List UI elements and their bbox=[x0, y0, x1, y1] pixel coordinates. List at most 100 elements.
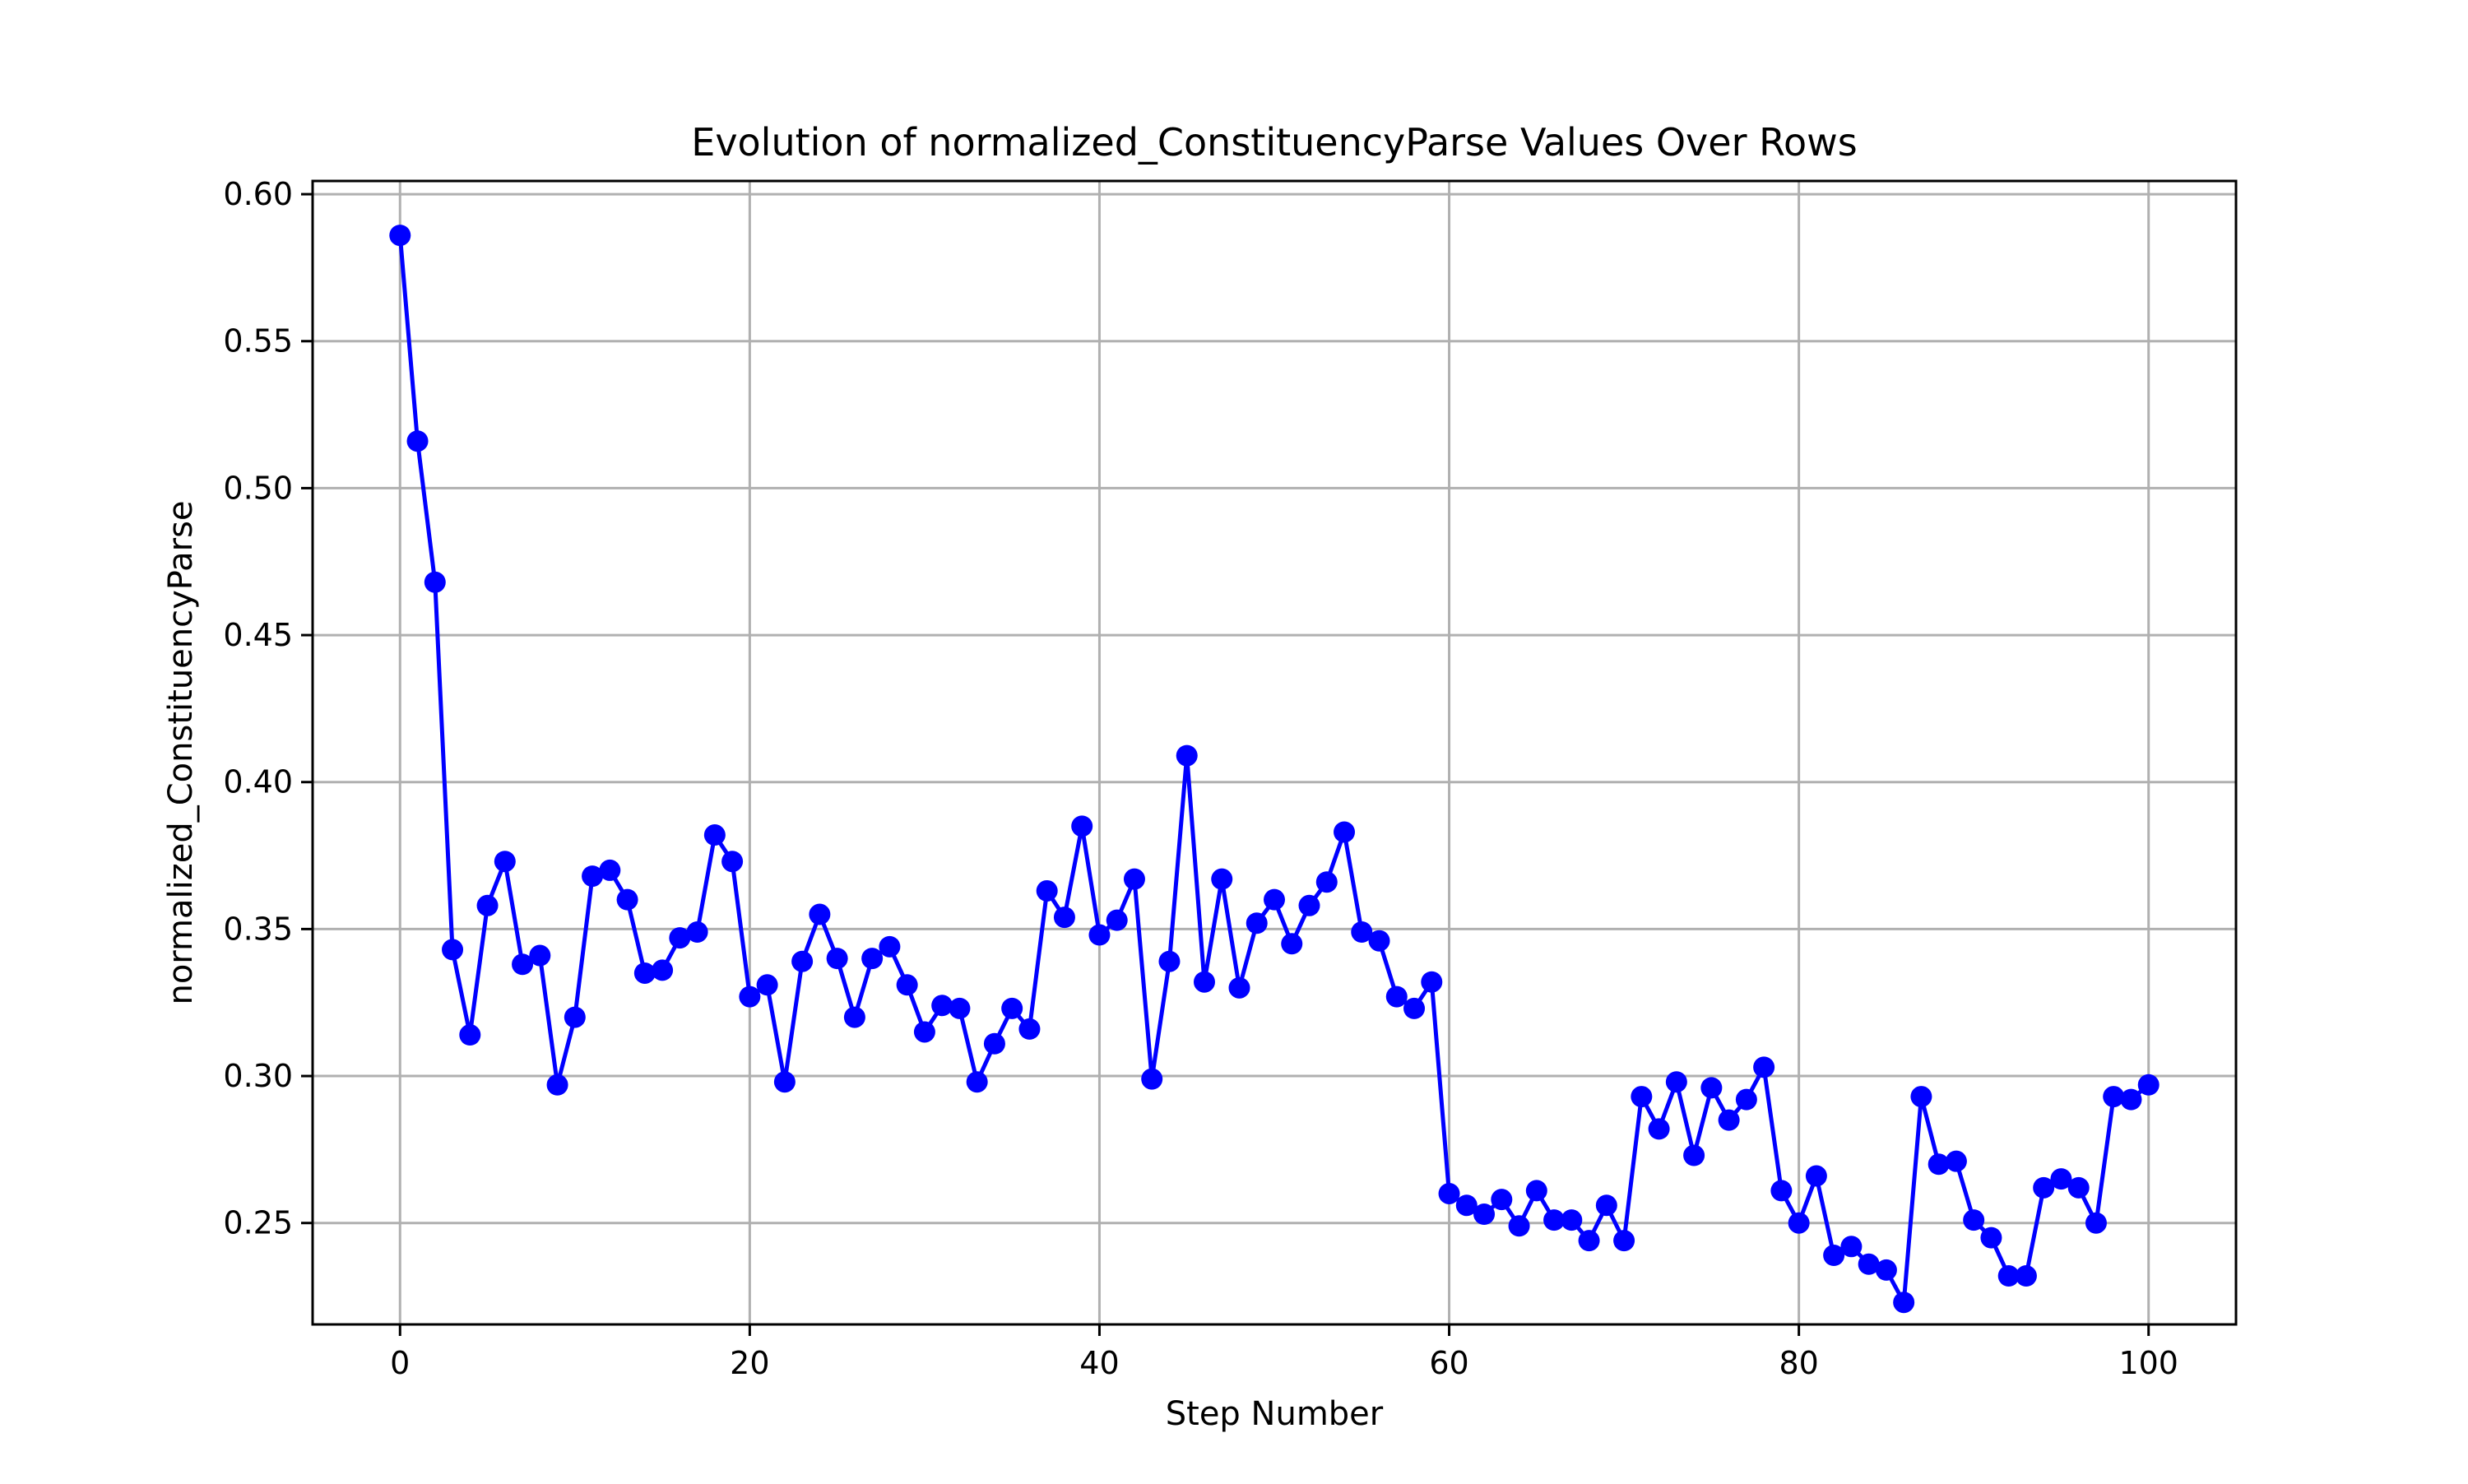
data-point bbox=[2103, 1086, 2125, 1108]
plot-frame bbox=[311, 179, 2238, 1326]
axis-ticks: 0 20 40 60 80 100 0.25 0.30 0.35 0.40 0.45 0.50 0.55… bbox=[223, 176, 2178, 1381]
data-point bbox=[1595, 1194, 1617, 1217]
data-point bbox=[406, 430, 429, 452]
data-point bbox=[1334, 821, 1356, 843]
data-point bbox=[983, 1032, 1005, 1055]
data-point bbox=[1893, 1292, 1915, 1314]
data-point bbox=[389, 225, 411, 247]
data-point bbox=[1018, 1018, 1041, 1040]
grid-lines bbox=[313, 181, 2236, 1324]
data-point bbox=[1928, 1153, 1950, 1176]
data-point bbox=[1578, 1230, 1600, 1252]
data-point bbox=[582, 865, 604, 888]
data-point bbox=[1770, 1180, 1793, 1202]
data-point bbox=[1193, 971, 1215, 993]
y-tick-label: 0.30 bbox=[223, 1058, 293, 1094]
data-point bbox=[1665, 1071, 1687, 1093]
data-point bbox=[809, 903, 831, 925]
data-point bbox=[1648, 1118, 1670, 1140]
data-point bbox=[756, 974, 778, 996]
chart-title: Evolution of normalized_ConstituencyPars… bbox=[691, 120, 1858, 165]
data-point bbox=[1123, 868, 1145, 890]
data-point bbox=[1561, 1209, 1583, 1231]
data-point bbox=[826, 948, 848, 970]
y-tick-label: 0.25 bbox=[223, 1205, 293, 1241]
data-point bbox=[703, 824, 726, 846]
data-point bbox=[1228, 976, 1250, 999]
data-point bbox=[476, 894, 499, 916]
data-point bbox=[1211, 868, 1233, 890]
data-point bbox=[1875, 1259, 1897, 1281]
data-point bbox=[1141, 1068, 1163, 1090]
data-point bbox=[1683, 1144, 1705, 1166]
data-point bbox=[1613, 1230, 1635, 1252]
data-point bbox=[1071, 815, 1093, 837]
data-point bbox=[1088, 924, 1111, 946]
data-point bbox=[652, 959, 674, 981]
data-point bbox=[2033, 1176, 2055, 1199]
data-point bbox=[1315, 871, 1338, 893]
data-point bbox=[1631, 1086, 1653, 1108]
data-point bbox=[494, 851, 516, 873]
data-point bbox=[1980, 1227, 2002, 1249]
data-point bbox=[791, 950, 814, 972]
data-point bbox=[1351, 921, 1373, 943]
data-point bbox=[564, 1006, 586, 1028]
data-point bbox=[861, 948, 884, 970]
y-tick-label: 0.35 bbox=[223, 911, 293, 947]
data-point bbox=[1106, 909, 1128, 931]
data-point bbox=[599, 859, 621, 881]
x-tick-label: 60 bbox=[1429, 1345, 1468, 1381]
data-point bbox=[739, 985, 761, 1008]
y-axis-label: normalized_ConstituencyParse bbox=[162, 500, 200, 1004]
data-point bbox=[843, 1006, 865, 1028]
data-point bbox=[1455, 1194, 1478, 1217]
data-point bbox=[669, 927, 691, 949]
x-tick-label: 40 bbox=[1079, 1345, 1119, 1381]
data-point bbox=[913, 1021, 935, 1043]
data-point bbox=[2067, 1176, 2090, 1199]
data-point bbox=[442, 939, 464, 961]
data-point bbox=[1001, 997, 1023, 1019]
series-layer bbox=[389, 225, 2160, 1314]
data-point bbox=[1491, 1189, 1513, 1211]
data-point bbox=[1945, 1150, 1967, 1172]
data-point bbox=[1246, 912, 1268, 934]
y-tick-label: 0.60 bbox=[223, 176, 293, 212]
data-point bbox=[2015, 1265, 2037, 1287]
data-point bbox=[1053, 907, 1075, 929]
data-point bbox=[721, 851, 744, 873]
data-point bbox=[1805, 1165, 1827, 1187]
data-point bbox=[512, 953, 534, 976]
x-axis-label: Step Number bbox=[1166, 1395, 1384, 1433]
data-point bbox=[2085, 1212, 2107, 1234]
data-point bbox=[1718, 1109, 1740, 1131]
data-point bbox=[1788, 1212, 1810, 1234]
y-tick-label: 0.50 bbox=[223, 470, 293, 506]
data-point bbox=[633, 962, 656, 984]
data-point bbox=[1438, 1182, 1460, 1204]
data-point bbox=[424, 571, 446, 593]
data-point bbox=[1735, 1088, 1757, 1111]
data-point bbox=[1753, 1056, 1775, 1078]
data-point bbox=[1176, 744, 1198, 767]
x-tick-label: 20 bbox=[730, 1345, 769, 1381]
data-point bbox=[1997, 1265, 2020, 1287]
data-point bbox=[2050, 1168, 2072, 1190]
y-tick-label: 0.55 bbox=[223, 323, 293, 359]
data-point bbox=[1158, 950, 1181, 972]
x-tick-label: 100 bbox=[2118, 1345, 2178, 1381]
data-point bbox=[1403, 997, 1426, 1019]
data-point bbox=[1525, 1180, 1547, 1202]
data-point bbox=[949, 997, 971, 1019]
x-tick-label: 80 bbox=[1779, 1345, 1818, 1381]
data-point bbox=[1385, 985, 1408, 1008]
data-point bbox=[1298, 894, 1320, 916]
data-point bbox=[459, 1024, 481, 1046]
data-point bbox=[1368, 930, 1390, 952]
x-tick-label: 0 bbox=[390, 1345, 410, 1381]
data-point bbox=[1700, 1077, 1723, 1099]
data-point bbox=[1036, 879, 1058, 902]
